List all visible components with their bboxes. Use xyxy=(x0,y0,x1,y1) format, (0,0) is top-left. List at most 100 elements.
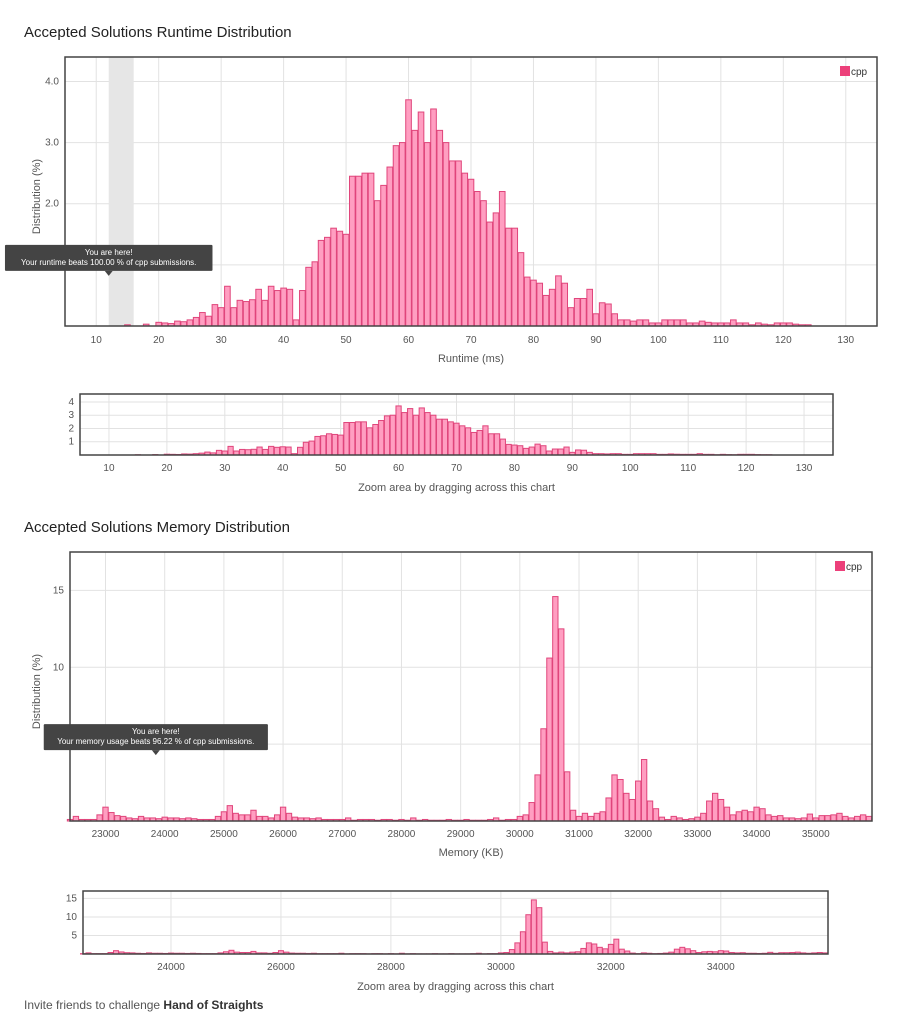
plot-frame xyxy=(69,551,873,822)
distribution-bar xyxy=(337,434,344,456)
distribution-bar xyxy=(436,129,444,327)
distribution-bar xyxy=(623,319,631,327)
memory-overview-chart[interactable]: 24000 26000 28000 30000 32000 34000 5 10 15 Zoom … xyxy=(0,875,907,995)
x-tick-label: 50 xyxy=(341,335,353,346)
tooltip-pointer xyxy=(151,750,160,756)
legend-label: cpp xyxy=(851,67,868,78)
distribution-bar xyxy=(611,774,618,822)
distribution-bar xyxy=(488,433,495,456)
distribution-bar xyxy=(680,319,687,327)
y-tick-label: 1 xyxy=(68,437,74,448)
distribution-bar xyxy=(592,313,600,327)
distribution-bar xyxy=(274,290,281,327)
distribution-bar xyxy=(459,425,466,456)
x-tick-label: 27000 xyxy=(328,829,356,840)
x-tick-label: 110 xyxy=(713,335,729,346)
runtime-distribution-chart[interactable]: 1020304050607080901001101201301.02.03.04… xyxy=(0,0,907,375)
distribution-bar xyxy=(366,427,373,456)
distribution-bar xyxy=(530,279,537,327)
distribution-bar xyxy=(557,448,564,456)
your-runtime-highlight xyxy=(108,57,134,326)
y-tick-label: 4 xyxy=(68,397,74,408)
distribution-bar xyxy=(464,427,472,456)
distribution-bar xyxy=(102,806,109,822)
distribution-bar xyxy=(372,424,379,456)
y-tick-label: 15 xyxy=(53,585,65,596)
x-tick-label: 110 xyxy=(680,463,696,474)
tooltip-line2: Your memory usage beats 96.22 % of cpp s… xyxy=(57,737,254,746)
distribution-bar xyxy=(602,948,609,955)
distribution-bar xyxy=(586,288,593,327)
distribution-bar xyxy=(392,145,400,327)
x-tick-label: 20 xyxy=(153,335,165,346)
y-tick-label: 5 xyxy=(71,930,77,941)
y-tick-label: 2.0 xyxy=(45,199,59,210)
distribution-bar xyxy=(729,814,737,822)
distribution-bar xyxy=(96,814,103,822)
x-tick-label: 30 xyxy=(216,335,228,346)
distribution-bar xyxy=(585,942,592,955)
x-tick-label: 40 xyxy=(278,335,290,346)
distribution-bar xyxy=(224,285,231,327)
x-tick-label: 24000 xyxy=(151,829,179,840)
distribution-bar xyxy=(525,914,532,955)
distribution-bar xyxy=(461,172,469,327)
distribution-bar xyxy=(398,142,406,327)
x-tick-label: 100 xyxy=(622,463,639,474)
distribution-bar xyxy=(383,415,391,456)
distribution-bar xyxy=(523,276,531,327)
problem-name-link[interactable]: Hand of Straights xyxy=(163,998,264,1012)
distribution-bar xyxy=(611,313,618,327)
x-tick-label: 120 xyxy=(775,335,792,346)
distribution-bar xyxy=(536,282,544,327)
distribution-bar xyxy=(575,449,582,456)
distribution-bar xyxy=(395,405,402,456)
zoom-caption: Zoom area by dragging across this chart xyxy=(358,482,555,494)
x-tick-label: 130 xyxy=(837,335,854,346)
y-axis-label: Distribution (%) xyxy=(31,654,43,729)
distribution-bar xyxy=(511,227,519,327)
distribution-bar xyxy=(262,448,269,456)
distribution-bar xyxy=(330,227,337,327)
distribution-bar xyxy=(536,907,543,955)
distribution-bar xyxy=(617,778,624,822)
legend-label: cpp xyxy=(846,562,863,573)
distribution-bar xyxy=(667,319,675,327)
distribution-bar xyxy=(561,282,569,327)
distribution-bar xyxy=(640,759,648,822)
distribution-bar xyxy=(273,446,281,456)
distribution-bar xyxy=(573,297,581,327)
distribution-bar xyxy=(498,191,506,327)
distribution-bar xyxy=(642,319,650,327)
x-tick-label: 30 xyxy=(219,463,231,474)
distribution-bar xyxy=(542,294,550,327)
x-tick-label: 100 xyxy=(650,335,667,346)
distribution-bar xyxy=(354,421,362,456)
distribution-bar xyxy=(255,288,262,327)
distribution-bar xyxy=(546,657,553,822)
distribution-bar xyxy=(238,814,245,822)
distribution-bar xyxy=(635,780,642,822)
x-tick-label: 25000 xyxy=(210,829,238,840)
tooltip-box xyxy=(4,244,213,271)
x-tick-label: 80 xyxy=(509,463,521,474)
distribution-bar xyxy=(311,261,319,327)
distribution-bar xyxy=(417,111,425,327)
distribution-bar xyxy=(652,808,660,822)
distribution-bar xyxy=(607,943,614,955)
x-tick-label: 28000 xyxy=(388,829,416,840)
distribution-bar xyxy=(541,941,548,955)
distribution-bar xyxy=(759,808,766,822)
distribution-bar xyxy=(519,931,526,955)
distribution-bar xyxy=(279,446,286,456)
x-tick-label: 30000 xyxy=(487,962,515,973)
memory-distribution-chart[interactable]: 23000 24000 25000 26000 27000 28000 29000 30000… xyxy=(0,540,907,875)
x-tick-label: 120 xyxy=(738,463,755,474)
distribution-bar xyxy=(476,429,483,456)
runtime-overview-chart[interactable]: 10 20 30 40 50 60 70 80 90 100 110 120 130 1 2 3 4 Zoom a… xyxy=(0,375,907,510)
distribution-bar xyxy=(567,307,575,327)
distribution-bar xyxy=(317,239,325,327)
distribution-bar xyxy=(569,809,577,822)
distribution-bar xyxy=(230,307,237,327)
x-tick-label: 10 xyxy=(103,463,115,474)
